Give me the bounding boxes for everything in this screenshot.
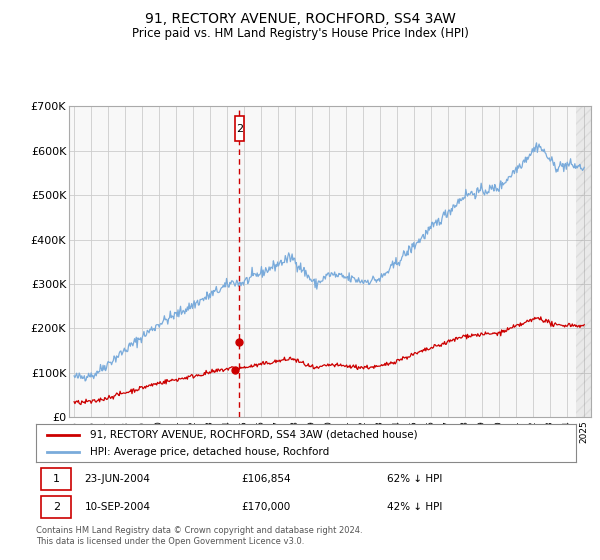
Text: £170,000: £170,000	[241, 502, 290, 512]
Text: 1: 1	[53, 474, 60, 484]
Text: 2: 2	[236, 124, 243, 134]
Text: Price paid vs. HM Land Registry's House Price Index (HPI): Price paid vs. HM Land Registry's House …	[131, 27, 469, 40]
FancyBboxPatch shape	[41, 468, 71, 490]
Text: HPI: Average price, detached house, Rochford: HPI: Average price, detached house, Roch…	[90, 447, 329, 458]
Text: 91, RECTORY AVENUE, ROCHFORD, SS4 3AW: 91, RECTORY AVENUE, ROCHFORD, SS4 3AW	[145, 12, 455, 26]
Text: 62% ↓ HPI: 62% ↓ HPI	[387, 474, 442, 484]
Bar	[575, 106, 600, 417]
Text: 23-JUN-2004: 23-JUN-2004	[85, 474, 151, 484]
Text: 91, RECTORY AVENUE, ROCHFORD, SS4 3AW (detached house): 91, RECTORY AVENUE, ROCHFORD, SS4 3AW (d…	[90, 430, 418, 440]
FancyBboxPatch shape	[235, 116, 244, 141]
Text: 10-SEP-2004: 10-SEP-2004	[85, 502, 151, 512]
Text: Contains HM Land Registry data © Crown copyright and database right 2024.
This d: Contains HM Land Registry data © Crown c…	[36, 526, 362, 546]
Text: 42% ↓ HPI: 42% ↓ HPI	[387, 502, 442, 512]
FancyBboxPatch shape	[41, 496, 71, 517]
Text: 2: 2	[53, 502, 60, 512]
Text: £106,854: £106,854	[241, 474, 291, 484]
